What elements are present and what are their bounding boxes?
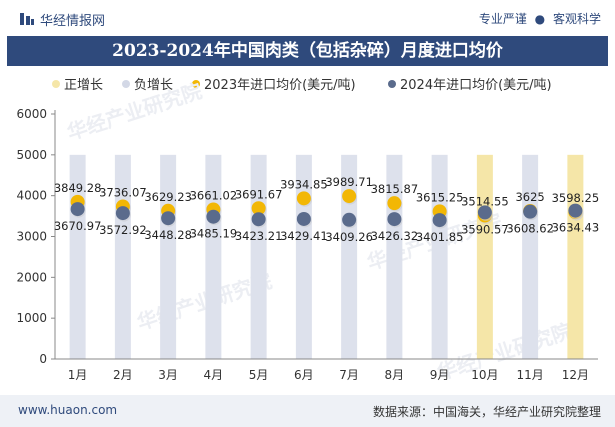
data-label-2023: 3691.67 xyxy=(235,187,283,201)
bar-negative xyxy=(205,154,222,359)
legend-label-2024: 2024年进口均价(美元/吨) xyxy=(400,78,552,93)
y-tick-label: 6000 xyxy=(16,107,47,121)
bar-negative xyxy=(250,154,267,359)
slogan: 专业严谨 ● 客观科学 xyxy=(479,10,601,27)
data-label-2023: 3514.55 xyxy=(461,194,509,208)
legend-label-negative: 负增长 xyxy=(134,78,174,93)
point-2024 xyxy=(251,212,266,227)
point-2024 xyxy=(387,212,402,227)
bar-positive xyxy=(567,154,584,359)
point-2023 xyxy=(296,191,311,206)
point-2023 xyxy=(342,189,357,204)
brand-name: 华经情报网 xyxy=(40,14,106,29)
x-tick-label: 1月 xyxy=(68,368,88,382)
data-label-2023: 3615.25 xyxy=(416,190,464,204)
chart-title: 2023-2024年中国肉类（包括杂碎）月度进口均价 xyxy=(112,41,503,61)
x-tick-label: 6月 xyxy=(294,368,314,382)
point-2024 xyxy=(432,213,447,228)
data-label-2024: 3670.97 xyxy=(54,219,102,233)
point-2023 xyxy=(251,201,266,216)
point-2024 xyxy=(115,206,130,221)
legend-label-positive: 正增长 xyxy=(64,78,104,93)
data-label-2023: 3736.07 xyxy=(99,185,147,199)
bar-positive xyxy=(476,154,493,359)
point-2024 xyxy=(477,205,492,220)
footer-url[interactable]: www.huaon.com xyxy=(18,403,118,417)
legend-item-negative: 负增长 xyxy=(122,74,173,93)
bar-negative xyxy=(522,154,539,359)
legend-swatch-negative xyxy=(122,80,130,88)
data-label-2023: 3625 xyxy=(515,190,544,204)
point-2023 xyxy=(387,196,402,211)
x-tick-label: 9月 xyxy=(430,368,450,382)
data-label-2024: 3426.32 xyxy=(371,229,419,243)
data-label-2023: 3629.23 xyxy=(144,190,192,204)
x-tick-label: 7月 xyxy=(339,368,359,382)
x-tick-label: 12月 xyxy=(562,368,589,382)
y-tick-label: 0 xyxy=(39,352,47,366)
legend-swatch-2024 xyxy=(388,80,396,88)
data-label-2024: 3423.21 xyxy=(235,229,283,243)
footer: www.huaon.com 数据来源：中国海关，华经产业研究院整理 xyxy=(0,395,615,427)
point-2024 xyxy=(70,202,85,217)
data-label-2024: 3608.62 xyxy=(506,222,554,236)
bar-negative xyxy=(160,154,177,359)
y-tick-label: 5000 xyxy=(16,148,47,162)
data-label-2024: 3448.28 xyxy=(144,228,192,242)
data-label-2024: 3634.43 xyxy=(552,221,600,235)
x-tick-label: 8月 xyxy=(385,368,405,382)
bar-negative xyxy=(431,154,448,359)
y-tick-label: 2000 xyxy=(16,270,47,284)
data-label-2024: 3429.41 xyxy=(280,229,328,243)
data-label-2023: 3815.87 xyxy=(371,182,419,196)
x-tick-label: 2月 xyxy=(113,368,133,382)
x-tick-label: 5月 xyxy=(249,368,269,382)
x-tick-label: 11月 xyxy=(516,368,543,382)
point-2024 xyxy=(568,203,583,218)
data-label-2023: 3598.25 xyxy=(552,191,600,205)
footer-source: 数据来源：中国海关，华经产业研究院整理 xyxy=(372,405,601,419)
data-label-2023: 3661.02 xyxy=(190,189,238,203)
data-label-2024: 3485.19 xyxy=(190,227,238,241)
point-2024 xyxy=(523,204,538,219)
data-label-2024: 3409.26 xyxy=(325,230,373,244)
point-2024 xyxy=(296,211,311,226)
data-label-2023: 3989.71 xyxy=(325,175,373,189)
legend-item-2024: 2024年进口均价(美元/吨) xyxy=(388,74,552,93)
watermark-text: 华经产业研究院 xyxy=(64,79,205,145)
watermark-text: 华经产业研究院 xyxy=(434,319,575,385)
slogan-dot: ● xyxy=(534,12,546,26)
x-tick-label: 10月 xyxy=(471,368,498,382)
legend-item-2023: 2023年进口均价(美元/吨) xyxy=(192,74,356,93)
top-bar: 华经情报网 专业严谨 ● 客观科学 xyxy=(0,0,615,36)
legend-swatch-positive xyxy=(52,80,60,88)
y-tick-label: 3000 xyxy=(16,230,47,244)
logo-icon xyxy=(20,13,34,25)
title-bar: 2023-2024年中国肉类（包括杂碎）月度进口均价 xyxy=(7,36,608,66)
bar-negative xyxy=(341,154,358,359)
y-tick-label: 1000 xyxy=(16,311,47,325)
legend-swatch-2023 xyxy=(192,80,200,88)
data-label-2023: 3934.85 xyxy=(280,177,328,191)
data-label-2023: 3849.28 xyxy=(54,181,102,195)
y-tick-label: 4000 xyxy=(16,189,47,203)
data-label-2024: 3572.92 xyxy=(99,223,147,237)
data-label-2024: 3401.85 xyxy=(416,230,464,244)
slogan-left: 专业严谨 xyxy=(478,12,527,26)
point-2024 xyxy=(342,212,357,227)
legend-item-positive: 正增长 xyxy=(52,74,103,93)
point-2024 xyxy=(206,209,221,224)
legend-label-2023: 2023年进口均价(美元/吨) xyxy=(204,78,356,93)
x-tick-label: 3月 xyxy=(158,368,178,382)
data-label-2024: 3590.57 xyxy=(461,222,509,236)
point-2024 xyxy=(161,211,176,226)
slogan-right: 客观科学 xyxy=(552,12,601,26)
x-tick-label: 4月 xyxy=(204,368,224,382)
legend: 正增长 负增长 2023年进口均价(美元/吨) 2024年进口均价(美元/吨) xyxy=(0,74,615,94)
